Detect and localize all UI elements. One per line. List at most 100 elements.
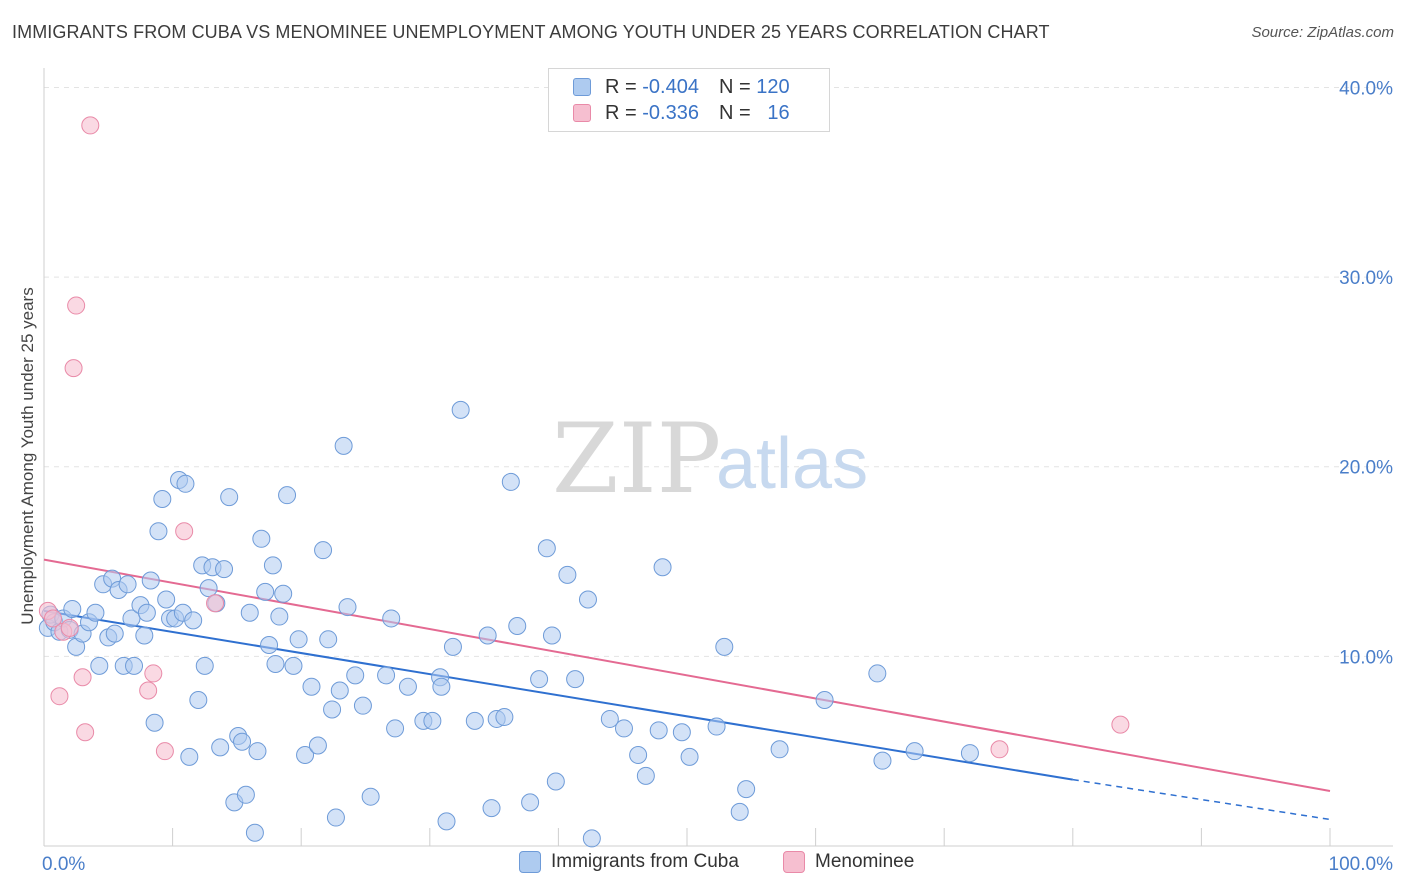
data-point-cuba — [542, 626, 561, 645]
data-point-cuba — [614, 719, 633, 738]
data-point-cuba — [240, 603, 259, 622]
data-point-cuba — [274, 584, 293, 603]
data-point-cuba — [521, 793, 540, 812]
legend-r-label: R = — [605, 75, 637, 98]
data-point-cuba — [530, 670, 549, 689]
y-tick-label: 40.0% — [1339, 78, 1393, 99]
data-point-cuba — [346, 666, 365, 685]
data-point-cuba — [245, 823, 264, 842]
data-point-cuba — [465, 711, 484, 730]
data-point-cuba — [118, 575, 137, 594]
data-point-cuba — [284, 656, 303, 675]
data-point-menominee — [144, 664, 163, 683]
legend-n-value-cuba: 120 — [756, 75, 790, 98]
data-point-cuba — [680, 747, 699, 766]
data-point-cuba — [330, 681, 349, 700]
data-point-cuba — [137, 603, 156, 622]
bottom-legend-label-cuba: Immigrants from Cuba — [551, 851, 739, 872]
data-point-cuba — [233, 732, 252, 751]
data-point-cuba — [211, 738, 230, 757]
trend-line-cuba — [43, 609, 1073, 781]
data-point-cuba — [263, 556, 282, 575]
data-point-cuba — [386, 719, 405, 738]
data-point-cuba — [868, 664, 887, 683]
watermark-zip: ZIP — [552, 403, 721, 515]
data-point-cuba — [482, 799, 501, 818]
series-immigrants-from-cuba — [38, 400, 979, 848]
data-point-cuba — [289, 630, 308, 649]
data-point-cuba — [266, 654, 285, 673]
data-point-menominee — [76, 723, 95, 742]
data-point-cuba — [157, 590, 176, 609]
y-tick-label: 30.0% — [1339, 268, 1393, 289]
swatch-menominee — [573, 104, 591, 122]
data-point-cuba — [199, 579, 218, 598]
data-point-cuba — [770, 740, 789, 759]
data-point-cuba — [314, 541, 333, 560]
data-point-cuba — [478, 626, 497, 645]
data-point-cuba — [546, 772, 565, 791]
legend-n-label: N = — [718, 75, 751, 98]
data-point-menominee — [60, 618, 79, 637]
series-menominee — [38, 116, 1130, 761]
data-point-cuba — [145, 713, 164, 732]
swatch-cuba — [573, 78, 591, 96]
data-point-cuba — [423, 711, 442, 730]
correlation-legend: R = -0.404 N = 120 R = -0.336 N = 16 — [548, 68, 830, 132]
data-point-cuba — [653, 558, 672, 577]
data-point-cuba — [252, 529, 271, 548]
data-point-menominee — [206, 594, 225, 613]
data-point-cuba — [382, 609, 401, 628]
data-point-cuba — [270, 607, 289, 626]
data-point-cuba — [437, 812, 456, 831]
trend-lines — [43, 558, 1331, 821]
bottom-swatch-cuba — [519, 851, 541, 873]
x-tick-label-min: 0.0% — [42, 854, 85, 875]
legend-row-cuba: R = -0.404 N = 120 — [573, 74, 790, 100]
legend-row-menominee: R = -0.336 N = 16 — [573, 100, 790, 126]
data-point-cuba — [377, 666, 396, 685]
y-axis-label: Unemployment Among Youth under 25 years — [18, 287, 37, 624]
data-point-cuba — [323, 700, 342, 719]
data-point-cuba — [905, 742, 924, 761]
x-tick-label-max: 100.0% — [1329, 854, 1394, 875]
bottom-legend-menominee: Menominee — [783, 851, 914, 873]
data-point-cuba — [326, 808, 345, 827]
data-point-cuba — [256, 582, 275, 601]
data-point-cuba — [508, 617, 527, 636]
data-point-cuba — [353, 696, 372, 715]
data-point-cuba — [334, 436, 353, 455]
data-point-cuba — [873, 751, 892, 770]
data-point-cuba — [432, 677, 451, 696]
data-point-cuba — [558, 565, 577, 584]
data-point-cuba — [180, 747, 199, 766]
data-point-cuba — [715, 637, 734, 656]
legend-n-value-menominee: 16 — [767, 101, 790, 124]
data-point-cuba — [495, 708, 514, 727]
chart-title: IMMIGRANTS FROM CUBA VS MENOMINEE UNEMPL… — [12, 22, 1050, 42]
legend-r-label: R = — [605, 101, 637, 124]
data-point-cuba — [260, 635, 279, 654]
data-point-menominee — [990, 740, 1009, 759]
watermark-atlas: atlas — [716, 424, 868, 504]
data-point-cuba — [582, 829, 601, 848]
data-point-cuba — [737, 780, 756, 799]
y-tick-labels: 10.0% 20.0% 30.0% 40.0% — [1339, 78, 1393, 668]
legend-r-value-menominee: -0.336 — [642, 101, 699, 124]
data-point-cuba — [960, 744, 979, 763]
data-point-menominee — [1111, 715, 1130, 734]
trend-line-menominee — [43, 558, 1331, 792]
data-point-cuba — [566, 670, 585, 689]
data-point-cuba — [629, 745, 648, 764]
data-point-cuba — [189, 690, 208, 709]
data-point-cuba — [672, 723, 691, 742]
data-point-cuba — [319, 630, 338, 649]
data-point-cuba — [135, 626, 154, 645]
data-point-menominee — [175, 522, 194, 541]
y-tick-label: 20.0% — [1339, 458, 1393, 479]
data-point-cuba — [149, 522, 168, 541]
trend-line-cuba-extension — [1072, 778, 1331, 821]
data-point-cuba — [90, 656, 109, 675]
data-point-cuba — [248, 742, 267, 761]
